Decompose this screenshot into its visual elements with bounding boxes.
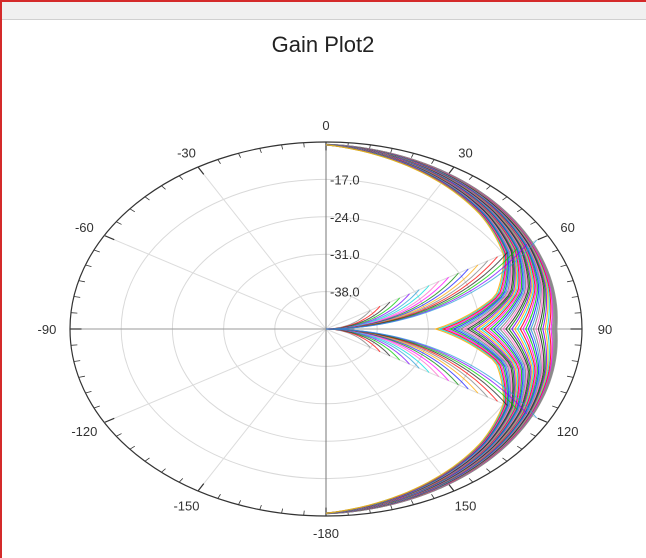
rim-tick xyxy=(571,296,579,298)
rim-tick xyxy=(303,510,305,516)
chart-title: Gain Plot2 xyxy=(271,32,375,57)
rim-tick xyxy=(129,208,136,213)
angle-tick-label: -120 xyxy=(71,424,97,439)
rim-tick xyxy=(116,221,122,225)
grid-spoke xyxy=(325,166,455,330)
rim-tick xyxy=(78,375,85,378)
rim-tick xyxy=(104,417,115,424)
angle-tick-label: 30 xyxy=(458,145,472,160)
rim-tick xyxy=(552,405,559,409)
rim-tick xyxy=(217,159,221,164)
rim-tick xyxy=(73,296,81,298)
grid-spoke xyxy=(197,166,327,330)
rim-tick xyxy=(447,483,455,492)
rim-tick xyxy=(390,504,393,510)
rim-tick xyxy=(447,166,455,175)
rim-tick xyxy=(144,196,150,201)
gain-curves xyxy=(325,143,558,515)
rim-tick xyxy=(217,494,221,499)
rim-tick xyxy=(411,500,414,505)
rim-tick xyxy=(560,264,567,268)
rim-tick xyxy=(73,360,81,362)
angle-tick-label: -60 xyxy=(75,220,94,235)
rim-tick xyxy=(571,360,579,362)
grid-spoke xyxy=(325,328,455,492)
rim-tick xyxy=(537,234,548,241)
rim-tick xyxy=(281,144,284,150)
rim-tick xyxy=(197,483,205,492)
rim-tick xyxy=(431,494,435,499)
angle-tick-label: -150 xyxy=(173,499,199,514)
rim-tick xyxy=(178,175,184,180)
rim-tick xyxy=(93,405,100,409)
rim-tick xyxy=(281,508,284,514)
angle-tick-label: 150 xyxy=(455,499,477,514)
rim-tick xyxy=(390,148,393,154)
rim-tick xyxy=(85,264,92,268)
grid-spoke xyxy=(197,328,327,492)
rim-tick xyxy=(259,504,262,510)
angle-tick-label: -30 xyxy=(177,145,196,160)
polar-ticks xyxy=(70,142,582,516)
rim-tick xyxy=(502,457,508,462)
radial-tick-label: -17.0 xyxy=(330,172,360,187)
rim-tick xyxy=(104,234,115,241)
rim-tick xyxy=(129,445,136,450)
rim-tick xyxy=(259,148,262,154)
rim-tick xyxy=(78,280,85,283)
rim-tick xyxy=(468,478,474,483)
grid-spoke xyxy=(104,328,327,423)
rim-tick xyxy=(468,175,474,180)
rim-tick xyxy=(486,468,491,473)
radial-tick-label: -24.0 xyxy=(330,210,360,225)
angle-tick-label: -180 xyxy=(313,526,339,541)
rim-tick xyxy=(93,249,100,253)
rim-tick xyxy=(238,153,241,158)
rim-tick xyxy=(516,208,523,213)
angle-tick-label: -90 xyxy=(38,322,57,337)
angle-tick-label: 90 xyxy=(598,322,612,337)
angle-tick-label: 120 xyxy=(557,424,579,439)
rim-tick xyxy=(537,417,548,424)
rim-tick xyxy=(85,390,92,394)
rim-tick xyxy=(197,166,205,175)
rim-tick xyxy=(516,445,523,450)
rim-tick xyxy=(411,153,414,158)
gain-curve-spike xyxy=(326,297,401,361)
gain-curve-spike xyxy=(326,309,371,349)
angle-tick-label: 0 xyxy=(322,118,329,133)
rim-tick xyxy=(303,142,305,148)
gain-curve-spike xyxy=(325,239,537,419)
rim-tick xyxy=(144,457,150,462)
rim-tick xyxy=(530,433,536,437)
rim-tick xyxy=(530,221,536,225)
rim-tick xyxy=(116,433,122,437)
angle-tick-label: 60 xyxy=(560,220,574,235)
rim-tick xyxy=(161,468,166,473)
rim-tick xyxy=(238,500,241,505)
radial-tick-label: -31.0 xyxy=(330,247,360,262)
rim-tick xyxy=(502,196,508,201)
axis-labels: 0 30 60 90 120 150 -180 -150 -120 -90 -60 -30 -17.0 -… xyxy=(38,118,613,541)
gain-curve-spike xyxy=(326,289,420,369)
rim-tick xyxy=(567,280,574,283)
gain-curve xyxy=(325,144,504,514)
rim-tick xyxy=(431,159,435,164)
rim-tick xyxy=(161,185,166,190)
rim-tick xyxy=(178,478,184,483)
gain-curve-spike xyxy=(326,305,381,353)
radial-tick-label: -38.0 xyxy=(330,285,360,300)
gain-curve-spike xyxy=(326,293,410,365)
rim-tick xyxy=(560,390,567,394)
rim-tick xyxy=(567,375,574,378)
grid-spoke xyxy=(104,235,327,330)
rim-tick xyxy=(486,185,491,190)
gain-curve-spike xyxy=(326,301,391,357)
window-title-strip xyxy=(2,2,646,20)
rim-tick xyxy=(552,249,559,253)
